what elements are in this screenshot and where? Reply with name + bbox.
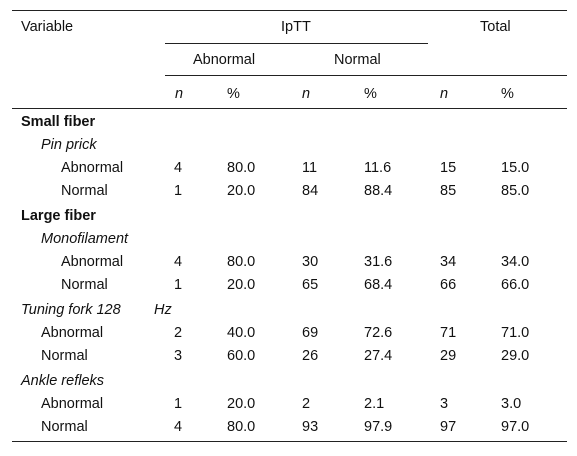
cell-total-n: 34 bbox=[440, 254, 457, 270]
row-label: Abnormal bbox=[41, 396, 104, 412]
row-label: Normal bbox=[41, 348, 88, 364]
cell-abnormal-pct: 40.0 bbox=[227, 325, 256, 341]
cell-total-pct: 3.0 bbox=[501, 396, 522, 412]
variable-header: Variable bbox=[21, 19, 74, 35]
cell-abnormal-n: 1 bbox=[174, 396, 183, 412]
section-title: Large fiber bbox=[21, 208, 96, 224]
cell-total-n: 85 bbox=[440, 183, 457, 199]
cell-normal-pct: 31.6 bbox=[364, 254, 393, 270]
n-header: n bbox=[302, 86, 311, 102]
cell-normal-n: 30 bbox=[302, 254, 319, 270]
top-rule bbox=[12, 10, 567, 11]
bottom-rule bbox=[12, 441, 567, 442]
cell-abnormal-n: 3 bbox=[174, 348, 183, 364]
cell-total-pct: 29.0 bbox=[501, 348, 530, 364]
row-label: Abnormal bbox=[61, 254, 124, 270]
cell-abnormal-pct: 80.0 bbox=[227, 160, 256, 176]
cell-normal-pct: 11.6 bbox=[364, 160, 392, 176]
cell-total-pct: 34.0 bbox=[501, 254, 530, 270]
row-label: Normal bbox=[61, 277, 108, 293]
abnormal-header: Abnormal bbox=[193, 52, 256, 68]
cell-abnormal-pct: 20.0 bbox=[227, 396, 256, 412]
cell-total-pct: 71.0 bbox=[501, 325, 530, 341]
cell-normal-pct: 68.4 bbox=[364, 277, 393, 293]
normal-header: Normal bbox=[334, 52, 381, 68]
n-header: n bbox=[175, 86, 184, 102]
cell-normal-pct: 97.9 bbox=[364, 419, 393, 435]
cell-abnormal-pct: 80.0 bbox=[227, 254, 256, 270]
test-label: Monofilament bbox=[41, 231, 129, 247]
cell-normal-n: 2 bbox=[302, 396, 311, 412]
cell-total-n: 97 bbox=[440, 419, 457, 435]
cell-total-n: 15 bbox=[440, 160, 457, 176]
cell-total-pct: 85.0 bbox=[501, 183, 530, 199]
cell-abnormal-pct: 80.0 bbox=[227, 419, 256, 435]
cell-abnormal-pct: 60.0 bbox=[227, 348, 256, 364]
cell-total-n: 29 bbox=[440, 348, 457, 364]
cell-normal-pct: 2.1 bbox=[364, 396, 385, 412]
unit-label: Hz bbox=[154, 302, 172, 318]
cell-total-pct: 97.0 bbox=[501, 419, 530, 435]
cell-abnormal-n: 4 bbox=[174, 254, 183, 270]
subheader-rule bbox=[165, 75, 567, 76]
cell-normal-n: 84 bbox=[302, 183, 319, 199]
iptt-header: IpTT bbox=[281, 19, 311, 35]
row-label: Normal bbox=[61, 183, 108, 199]
cell-normal-n: 65 bbox=[302, 277, 319, 293]
section-title: Small fiber bbox=[21, 114, 96, 130]
n-header: n bbox=[440, 86, 449, 102]
cell-normal-n: 93 bbox=[302, 419, 319, 435]
cell-total-n: 66 bbox=[440, 277, 457, 293]
cell-abnormal-n: 2 bbox=[174, 325, 183, 341]
iptt-underline bbox=[165, 43, 428, 44]
cell-abnormal-n: 1 bbox=[174, 277, 183, 293]
cell-abnormal-n: 1 bbox=[174, 183, 183, 199]
row-label: Normal bbox=[41, 419, 88, 435]
cell-normal-n: 69 bbox=[302, 325, 319, 341]
cell-normal-n: 11 bbox=[302, 160, 318, 176]
row-label: Abnormal bbox=[61, 160, 124, 176]
cell-total-n: 71 bbox=[440, 325, 457, 341]
cell-normal-pct: 27.4 bbox=[364, 348, 393, 364]
pct-header: % bbox=[364, 86, 377, 102]
header-bottom-rule bbox=[12, 108, 567, 109]
cell-abnormal-n: 4 bbox=[174, 419, 183, 435]
cell-abnormal-n: 4 bbox=[174, 160, 183, 176]
cell-normal-pct: 72.6 bbox=[364, 325, 393, 341]
cell-abnormal-pct: 20.0 bbox=[227, 183, 256, 199]
cell-total-n: 3 bbox=[440, 396, 449, 412]
total-header: Total bbox=[480, 19, 511, 35]
cell-total-pct: 15.0 bbox=[501, 160, 530, 176]
test-label: Pin prick bbox=[41, 137, 97, 153]
section-title: Tuning fork 128 bbox=[21, 302, 121, 318]
row-label: Abnormal bbox=[41, 325, 104, 341]
cell-abnormal-pct: 20.0 bbox=[227, 277, 256, 293]
cell-normal-n: 26 bbox=[302, 348, 319, 364]
pct-header: % bbox=[501, 86, 514, 102]
cell-total-pct: 66.0 bbox=[501, 277, 530, 293]
pct-header: % bbox=[227, 86, 240, 102]
cell-normal-pct: 88.4 bbox=[364, 183, 393, 199]
section-title: Ankle refleks bbox=[21, 373, 105, 389]
